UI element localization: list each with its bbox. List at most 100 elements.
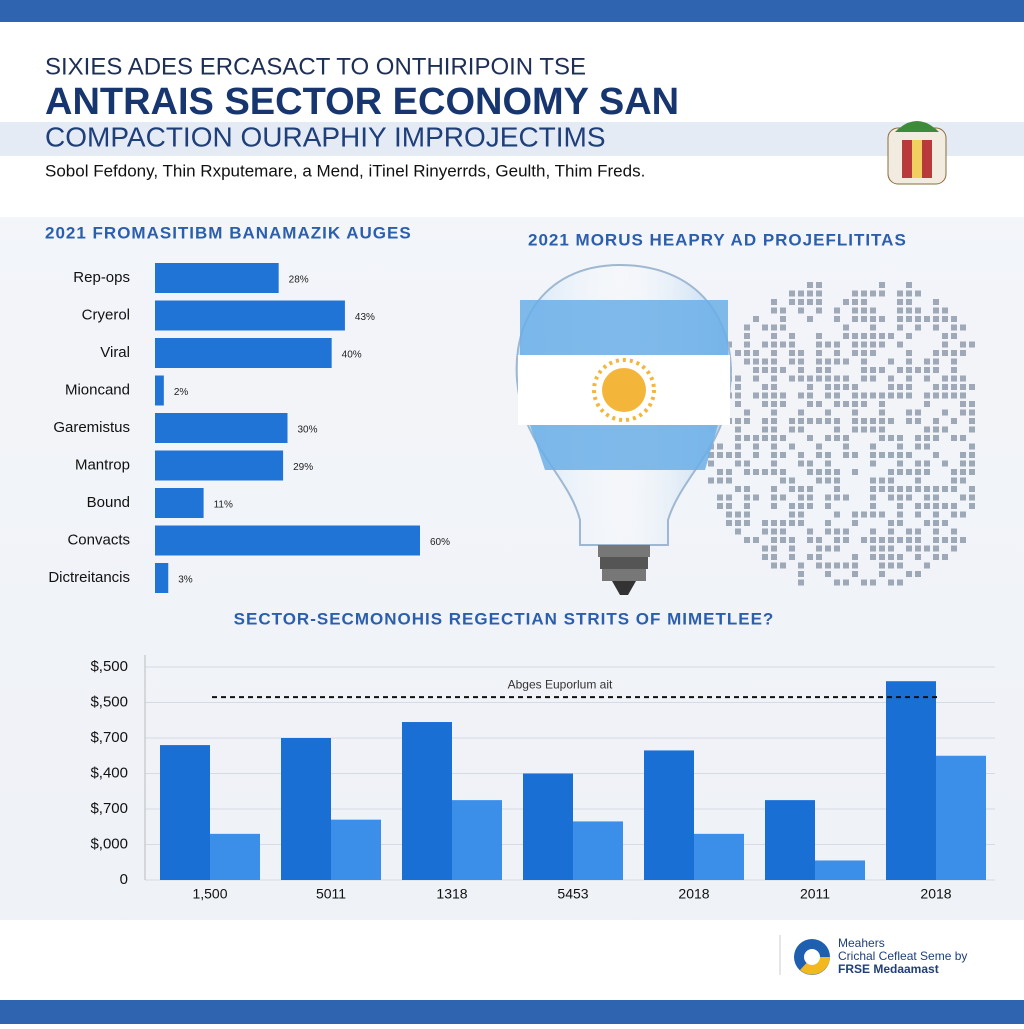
dot [771,392,777,399]
dot [825,452,831,458]
dot [897,443,903,450]
dot [789,443,795,450]
dot [780,435,786,441]
dot [906,392,912,399]
dot [933,494,939,501]
dot [870,452,876,458]
dot [942,392,948,399]
dot [915,469,921,475]
dot [933,324,939,331]
dot [762,435,768,441]
dot [753,316,759,322]
value-label: 29% [293,462,313,473]
dot [744,324,750,331]
dot [870,579,876,586]
value-label: 43% [355,312,375,323]
dot [915,324,921,331]
dot [744,494,750,501]
bar [331,819,381,880]
dot [843,562,849,569]
dot [897,503,903,509]
dot [933,537,939,543]
dot [762,324,768,331]
dot [780,324,786,331]
dot [852,409,858,416]
dot [798,511,804,518]
value-label: 2% [174,387,189,398]
dot [924,316,930,322]
dot [762,426,768,433]
dot [762,469,768,475]
dot [834,316,840,322]
dot [897,520,903,526]
dot [960,375,966,382]
dot [780,452,786,458]
dot [753,494,759,501]
value-label: 30% [298,425,318,436]
dot [933,520,939,526]
dot [870,375,876,382]
dot [780,392,786,399]
dot [924,401,930,407]
dot [762,358,768,365]
dot [888,562,894,569]
dot [951,333,957,339]
bar-chart: Rep-ops 28% Cryerol 43% Viral 40% Mioncand 2% Ga… [48,263,450,593]
dot [825,469,831,475]
dot [960,477,966,484]
dot [789,511,795,518]
dot [753,435,759,441]
title: ANTRAIS SECTOR ECONOMY SAN [45,81,679,123]
dot [951,367,957,373]
dot [762,384,768,390]
dot [951,350,957,356]
bar [160,745,210,880]
dot [879,392,885,399]
bar [452,800,502,880]
dot [744,520,750,526]
dot [951,511,957,518]
dot [861,537,867,543]
dot [735,350,741,356]
dot [879,477,885,484]
dot [816,443,822,450]
x-tick-label: 2018 [920,886,951,902]
dot [906,375,912,382]
dot [942,503,948,509]
dot [834,307,840,314]
dot [735,435,741,441]
subtitle-band [0,122,1024,156]
dot [879,571,885,577]
bar [155,263,279,293]
dot [870,528,876,535]
dot [807,469,813,475]
dot [825,460,831,467]
footer-text: Meahers [838,936,885,950]
dot [906,537,912,543]
dot [735,452,741,458]
dot [825,528,831,535]
dot [870,537,876,543]
dot [834,494,840,501]
dot [861,392,867,399]
dot [951,392,957,399]
dot [789,520,795,526]
dot [780,537,786,543]
dot [933,392,939,399]
dot [771,469,777,475]
dot [942,316,948,322]
dot [771,554,777,560]
dot [888,375,894,382]
value-label: 28% [289,275,309,286]
dot [816,554,822,560]
dot [852,307,858,314]
dot [735,375,741,382]
dot [861,333,867,339]
dot [960,537,966,543]
dot [825,562,831,569]
bar [644,750,694,880]
dot [924,358,930,365]
dot [798,494,804,501]
dot [852,316,858,322]
dot [960,324,966,331]
